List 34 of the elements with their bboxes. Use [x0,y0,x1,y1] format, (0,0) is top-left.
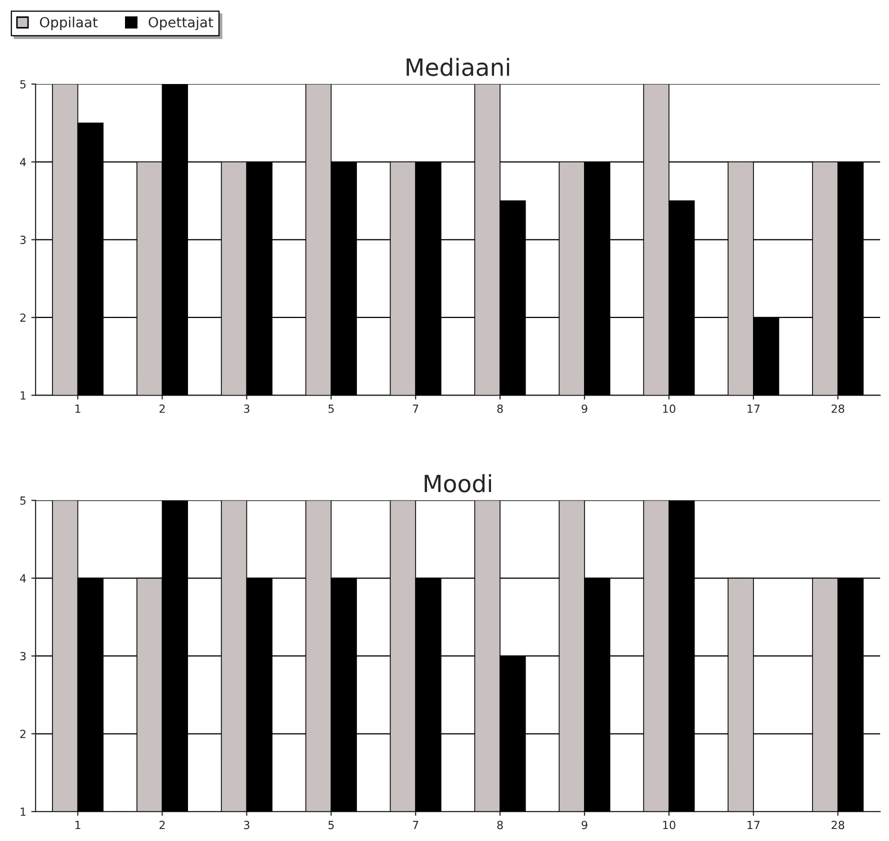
x-tick-label: 2 [160,404,165,413]
chart-title: Moodi [424,474,492,492]
y-tick-label: 5 [20,80,26,88]
x-tick-label: 28 [832,404,844,413]
x-tick-label: 1 [75,404,80,413]
x-tick-label: 10 [663,820,676,830]
x-tick-label: 28 [832,820,844,830]
x-tick-label: 10 [663,404,676,413]
x-tick-label: 8 [497,404,503,413]
x-tick-label: 9 [582,820,588,830]
x-tick-label: 5 [328,820,334,830]
chart-title: Mediaani [406,58,510,76]
x-tick-label: 17 [748,404,760,413]
x-tick-label: 2 [160,820,165,830]
y-tick-label: 3 [20,236,26,244]
x-tick-label: 8 [497,820,503,830]
x-tick-label: 17 [748,820,760,830]
x-tick-label: 7 [412,820,418,830]
y-tick-label: 2 [20,313,26,322]
y-tick-label: 4 [20,158,26,166]
y-tick-label: 2 [20,730,26,738]
y-tick-label: 1 [20,391,26,400]
x-tick-label: 5 [328,404,334,413]
x-tick-label: 3 [244,820,250,830]
y-tick-label: 3 [20,652,26,660]
legend-label: Oppilaat [40,16,98,30]
x-tick-label: 9 [582,404,588,413]
x-tick-label: 1 [75,820,80,830]
legend-label: Opettajat [148,16,214,30]
y-tick-label: 4 [20,574,26,582]
y-tick-label: 5 [20,496,26,505]
y-tick-label: 1 [20,808,26,816]
x-tick-label: 3 [244,404,250,413]
x-tick-label: 7 [412,404,418,413]
